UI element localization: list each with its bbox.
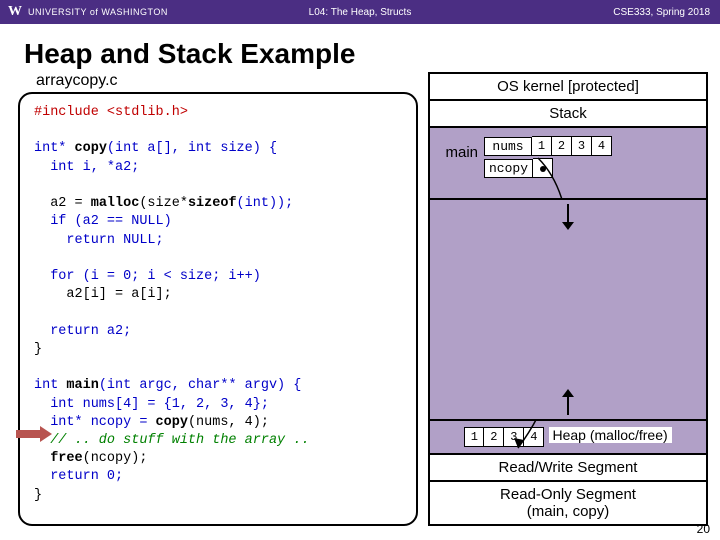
- page-title: Heap and Stack Example: [24, 38, 720, 70]
- mem-kernel: OS kernel [protected]: [428, 72, 708, 101]
- heap-cells: 1234: [464, 427, 544, 447]
- logo-text: UNIVERSITY of WASHINGTON: [28, 7, 168, 17]
- mem-stack-label: Stack: [428, 101, 708, 128]
- mem-rw-segment: Read/Write Segment: [428, 455, 708, 482]
- heap-label: Heap (malloc/free): [549, 427, 672, 443]
- filename-label: arraycopy.c: [36, 72, 418, 90]
- header-bar: W UNIVERSITY of WASHINGTON L04: The Heap…: [0, 0, 720, 24]
- mem-gap: [428, 200, 708, 421]
- code-column: arraycopy.c #include <stdlib.h> int* cop…: [18, 72, 418, 526]
- pointer-box: [533, 158, 553, 178]
- content-area: arraycopy.c #include <stdlib.h> int* cop…: [18, 72, 708, 526]
- lecture-title: L04: The Heap, Structs: [309, 7, 412, 18]
- course-term: CSE333, Spring 2018: [613, 7, 710, 18]
- mem-heap-area: 1234 Heap (malloc/free): [428, 421, 708, 455]
- var-nums-row: nums1234: [484, 136, 612, 156]
- mem-stack-area: main nums1234 ncopy: [428, 128, 708, 200]
- logo-w: W: [8, 4, 22, 20]
- stack-frame-main: main nums1234 ncopy: [436, 136, 700, 178]
- uw-logo: W UNIVERSITY of WASHINGTON: [0, 4, 168, 20]
- var-ncopy-row: ncopy: [484, 158, 612, 178]
- frame-label: main: [436, 144, 478, 161]
- mem-ro-segment: Read-Only Segment (main, copy): [428, 482, 708, 526]
- execution-pointer-icon: [16, 426, 56, 442]
- code-listing: #include <stdlib.h> int* copy(int a[], i…: [18, 92, 418, 526]
- stack-grow-down-icon: [562, 204, 574, 230]
- heap-grow-up-icon: [562, 389, 574, 415]
- include-line: #include <stdlib.h>: [34, 105, 188, 120]
- memory-diagram: OS kernel [protected] Stack main nums123…: [428, 72, 708, 526]
- slide-number: 20: [697, 522, 710, 536]
